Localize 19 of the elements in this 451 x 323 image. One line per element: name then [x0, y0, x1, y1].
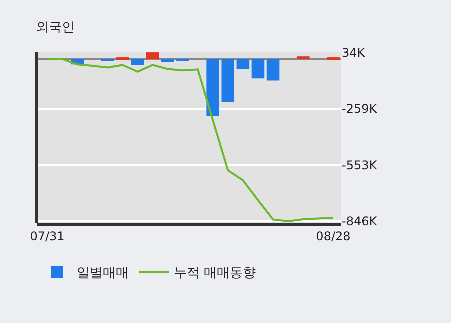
chart-title: 외국인 — [36, 20, 76, 36]
y-tick-label: 34K — [342, 46, 366, 60]
bar — [236, 59, 250, 70]
y-tick-label: -553K — [342, 158, 378, 172]
bar — [222, 59, 235, 102]
legend-label: 누적 매매동향 — [174, 266, 256, 282]
x-tick-label: 07/31 — [30, 229, 65, 244]
bar — [131, 59, 144, 66]
bar — [162, 59, 174, 62]
line-series — [46, 58, 334, 222]
x-tick-label: 08/28 — [316, 229, 351, 244]
y-tick-label: -846K — [342, 214, 378, 228]
bar — [146, 52, 160, 60]
bar — [296, 56, 310, 60]
bar — [206, 59, 220, 116]
bar — [252, 59, 265, 79]
legend-label: 일별매매 — [77, 266, 129, 282]
bar — [266, 59, 280, 81]
y-tick-label: -259K — [342, 102, 378, 116]
